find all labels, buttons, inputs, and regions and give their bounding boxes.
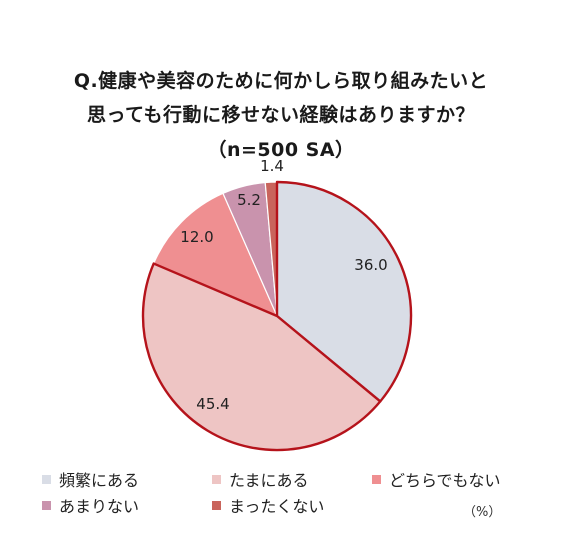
legend-item-4: あまりない	[42, 495, 140, 516]
slice-value-label-2: 45.4	[196, 395, 229, 413]
legend-label-1: 頻繁にある	[59, 471, 140, 490]
legend-swatch-1	[42, 474, 51, 484]
slice-value-label-5: 1.4	[260, 157, 284, 175]
legend-item-1: 頻繁にある	[42, 469, 140, 490]
slice-value-label-4: 5.2	[237, 191, 261, 209]
legend-label-2: たまにある	[229, 471, 309, 490]
slice-value-label-1: 36.0	[354, 256, 387, 274]
legend-label-3: どちらでもない	[389, 471, 501, 490]
pie-slice-1	[275, 180, 413, 403]
chart-subtitle-sample: （n=500 SA）	[207, 139, 355, 161]
legend-swatch-2	[212, 474, 221, 484]
unit-label: （%）	[463, 505, 502, 520]
pie-slice-3	[153, 192, 278, 317]
legend-item-3: どちらでもない	[372, 469, 501, 490]
legend-label-5: まったくない	[229, 497, 325, 516]
legend-item-2: たまにある	[212, 469, 309, 490]
chart-title-line-1: Q.健康や美容のために何かしら取り組みたいと	[73, 70, 489, 92]
legend-swatch-4	[42, 500, 51, 510]
legend-swatch-3	[372, 474, 381, 484]
legend-item-5: まったくない	[212, 495, 325, 516]
legend-swatch-5	[212, 500, 221, 510]
slice-value-label-3: 12.0	[180, 228, 213, 246]
legend-label-4: あまりない	[59, 497, 140, 516]
pie-slice-2	[141, 262, 382, 452]
chart-title-line-2: 思っても行動に移せない経験はありますか？	[86, 104, 476, 126]
